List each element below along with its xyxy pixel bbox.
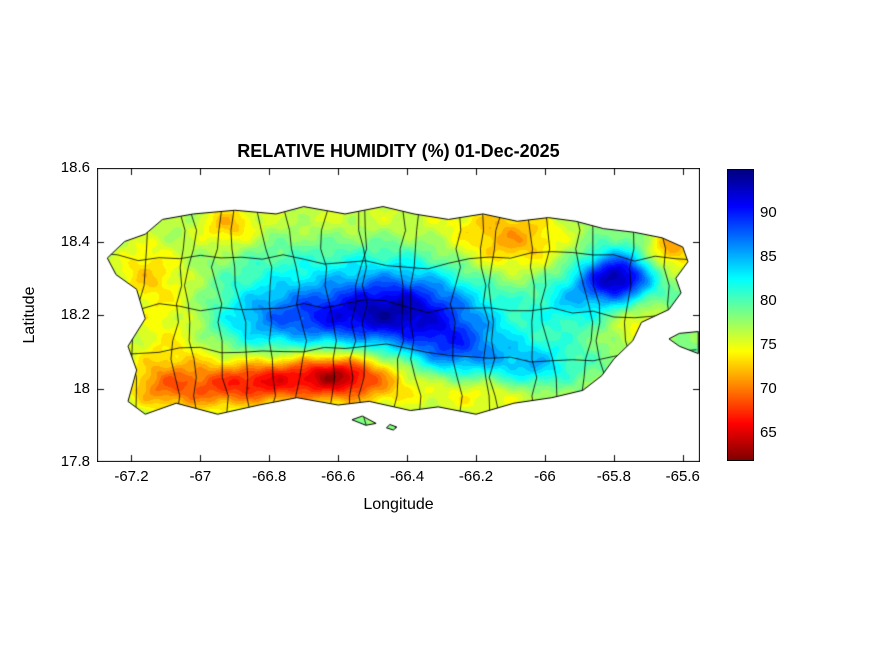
y-tick-label: 18.4 <box>60 232 90 250</box>
colorbar-tick-label: 70 <box>760 379 777 397</box>
colorbar-tick-label: 65 <box>760 423 777 441</box>
colorbar-tick-label: 75 <box>760 335 777 353</box>
x-tick-label: -66 <box>534 468 556 485</box>
x-tick-label: -66.4 <box>390 468 425 485</box>
x-tick-label: -65.6 <box>665 468 700 485</box>
x-tick-label: -67.2 <box>114 468 149 485</box>
x-axis-label: Longitude <box>363 496 434 513</box>
colorbar <box>727 169 754 461</box>
x-tick-label: -66.6 <box>321 468 356 485</box>
humidity-map-canvas <box>97 168 700 462</box>
x-tick-label: -67 <box>189 468 212 485</box>
y-axis-label: Latitude <box>21 286 38 344</box>
y-tick-label: 17.8 <box>60 453 90 470</box>
plot-area <box>97 168 700 462</box>
x-tick-label: -66.8 <box>252 468 287 485</box>
chart-title: RELATIVE HUMIDITY (%) 01-Dec-2025 <box>237 141 560 161</box>
y-tick-label: 18 <box>73 379 90 397</box>
y-tick-label: 18.6 <box>60 159 90 176</box>
colorbar-tick-label: 80 <box>760 291 777 309</box>
x-tick-label: -65.8 <box>596 468 631 485</box>
colorbar-gradient-canvas <box>728 170 753 460</box>
x-tick-label: -66.2 <box>458 468 494 485</box>
colorbar-tick-label: 90 <box>760 203 777 221</box>
colorbar-tick-label: 85 <box>760 247 777 265</box>
y-tick-label: 18.2 <box>60 306 90 323</box>
